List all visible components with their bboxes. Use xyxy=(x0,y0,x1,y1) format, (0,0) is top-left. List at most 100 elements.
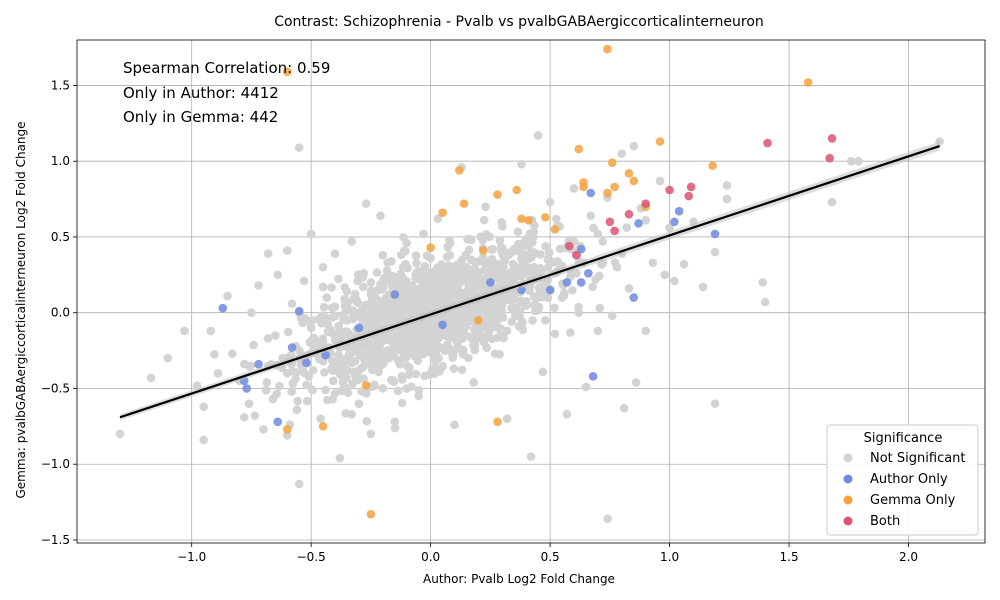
point-not-significant xyxy=(489,271,499,281)
point-not-significant xyxy=(366,429,376,439)
point-not-significant xyxy=(261,385,271,395)
point-not-significant xyxy=(239,412,249,422)
plot-frame xyxy=(76,39,986,544)
point-author-only xyxy=(438,320,447,330)
point-gemma-only xyxy=(282,67,292,77)
point-not-significant xyxy=(342,315,352,325)
point-gemma-only xyxy=(603,44,612,54)
point-not-significant xyxy=(429,331,439,340)
point-not-significant xyxy=(710,399,720,408)
legend-marker-author-only xyxy=(843,474,853,484)
point-not-significant xyxy=(399,353,409,362)
point-not-significant xyxy=(199,435,208,445)
point-not-significant xyxy=(294,346,304,355)
point-not-significant xyxy=(426,317,435,327)
point-author-only xyxy=(390,290,400,299)
point-both xyxy=(686,182,696,192)
point-not-significant xyxy=(491,315,501,324)
point-not-significant xyxy=(250,411,260,420)
y-tick-label: 1.0 xyxy=(51,154,70,168)
point-not-significant xyxy=(412,349,421,359)
point-not-significant xyxy=(478,253,488,262)
point-not-significant xyxy=(398,282,408,292)
point-not-significant xyxy=(424,290,434,299)
point-not-significant xyxy=(357,306,367,315)
point-not-significant xyxy=(581,382,591,392)
point-author-only xyxy=(218,303,228,313)
point-not-significant xyxy=(462,262,471,272)
point-not-significant xyxy=(275,381,284,391)
point-not-significant xyxy=(282,431,292,440)
point-not-significant xyxy=(478,236,488,245)
point-not-significant xyxy=(498,296,507,305)
point-not-significant xyxy=(430,267,440,276)
point-not-significant xyxy=(332,362,342,371)
point-both xyxy=(610,226,619,236)
point-not-significant xyxy=(383,258,392,268)
regression-line xyxy=(119,145,940,419)
point-not-significant xyxy=(397,398,407,408)
point-author-only xyxy=(674,206,684,216)
point-not-significant xyxy=(528,316,537,325)
point-not-significant xyxy=(509,244,519,254)
point-not-significant xyxy=(450,264,459,273)
point-not-significant xyxy=(641,215,650,225)
y-tick-label: −1.0 xyxy=(41,457,70,471)
point-not-significant xyxy=(622,223,632,232)
point-not-significant xyxy=(541,315,550,325)
point-not-significant xyxy=(438,265,447,275)
point-author-only xyxy=(302,358,311,368)
point-not-significant xyxy=(521,301,531,311)
point-both xyxy=(641,199,650,208)
point-not-significant xyxy=(443,340,452,349)
point-not-significant xyxy=(359,269,369,278)
point-not-significant xyxy=(342,287,352,296)
point-not-significant xyxy=(287,387,296,396)
point-not-significant xyxy=(619,403,629,413)
point-not-significant xyxy=(328,394,337,404)
x-tick-label: 2.0 xyxy=(899,550,918,564)
point-not-significant xyxy=(462,322,471,331)
point-not-significant xyxy=(497,279,507,289)
point-not-significant xyxy=(514,322,524,331)
point-not-significant xyxy=(513,227,523,237)
point-not-significant xyxy=(366,303,376,313)
point-gemma-only xyxy=(459,199,469,208)
point-author-only xyxy=(294,306,304,316)
point-not-significant xyxy=(511,266,521,275)
legend-box xyxy=(826,424,979,536)
point-gemma-only xyxy=(550,225,560,234)
point-not-significant xyxy=(499,262,508,272)
point-not-significant xyxy=(458,349,468,359)
point-not-significant xyxy=(366,289,376,299)
point-not-significant xyxy=(846,156,856,166)
point-not-significant xyxy=(213,369,223,378)
point-not-significant xyxy=(557,293,567,302)
point-not-significant xyxy=(385,353,394,363)
point-not-significant xyxy=(309,333,319,343)
point-gemma-only xyxy=(455,165,464,175)
point-not-significant xyxy=(550,303,559,312)
point-not-significant xyxy=(485,232,494,242)
point-not-significant xyxy=(390,423,400,433)
point-not-significant xyxy=(493,303,502,313)
point-both xyxy=(564,241,574,251)
point-author-only xyxy=(584,269,593,278)
point-gemma-only xyxy=(541,212,550,222)
point-not-significant xyxy=(418,282,428,292)
point-author-only xyxy=(254,359,263,369)
point-not-significant xyxy=(529,232,538,242)
point-not-significant xyxy=(722,181,732,190)
y-axis-label: Gemma: pvalbGABAergiccorticalinterneuron… xyxy=(14,121,28,498)
point-not-significant xyxy=(418,327,427,336)
point-not-significant xyxy=(461,250,471,260)
point-not-significant xyxy=(292,405,302,414)
legend-title: Significance xyxy=(864,431,943,446)
legend-entry-both: Both xyxy=(870,514,900,529)
point-not-significant xyxy=(366,359,376,369)
point-not-significant xyxy=(354,399,364,408)
point-not-significant xyxy=(361,199,371,208)
point-not-significant xyxy=(334,321,344,331)
point-not-significant xyxy=(362,416,371,426)
